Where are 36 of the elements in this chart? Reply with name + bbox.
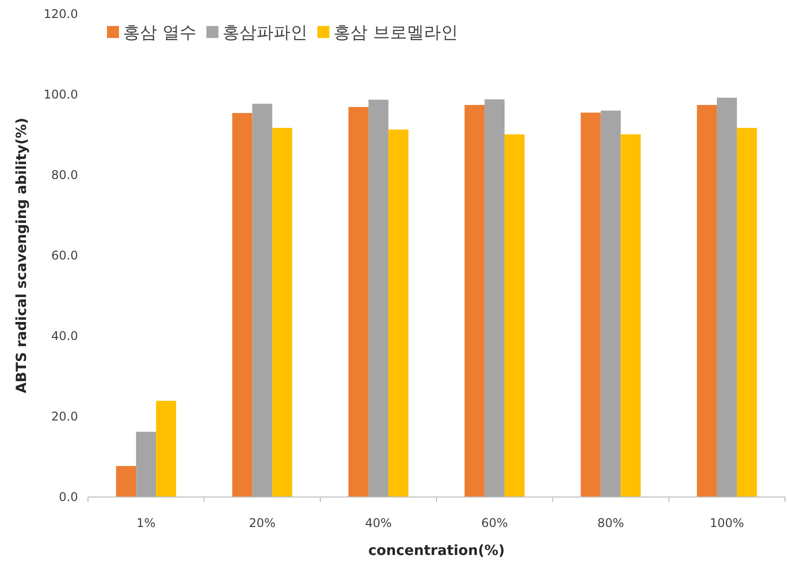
- legend-label: 홍삼 열수: [123, 23, 196, 43]
- legend-label: 홍삼파파인: [222, 23, 308, 43]
- x-axis-title: concentration(%): [368, 543, 505, 559]
- y-tick-label: 60.0: [51, 248, 78, 262]
- x-tick-label: 100%: [710, 516, 744, 530]
- x-tick-label: 80%: [597, 516, 624, 530]
- legend-label: 홍삼 브로멜라인: [333, 23, 458, 43]
- bar: [348, 106, 368, 497]
- bar: [464, 104, 485, 497]
- bar: [484, 99, 505, 497]
- bar: [600, 110, 621, 497]
- x-tick-label: 1%: [136, 516, 156, 530]
- bar: [504, 134, 525, 497]
- y-tick-label: 20.0: [51, 410, 78, 424]
- bar: [696, 104, 717, 497]
- bar: [388, 130, 408, 497]
- bar: [716, 98, 737, 497]
- bar: [116, 466, 136, 497]
- bar: [232, 113, 252, 497]
- y-tick-label: 100.0: [44, 88, 78, 102]
- bar: [136, 432, 156, 497]
- bar: [252, 104, 272, 497]
- y-tick-label: 40.0: [51, 329, 78, 343]
- x-tick-label: 20%: [248, 516, 276, 530]
- y-tick-label: 80.0: [51, 168, 78, 182]
- y-tick-label: 0.0: [58, 490, 78, 504]
- bar: [580, 112, 601, 497]
- bar: [736, 128, 757, 497]
- x-tick-label: 40%: [365, 516, 392, 530]
- y-axis-title: ABTS radical scavenging ability(%): [14, 118, 30, 394]
- bar: [272, 128, 292, 497]
- bar: [368, 100, 388, 497]
- bar: [620, 134, 641, 497]
- x-tick-label: 60%: [481, 516, 508, 530]
- y-tick-label: 120.0: [44, 7, 78, 21]
- bar: [156, 400, 176, 497]
